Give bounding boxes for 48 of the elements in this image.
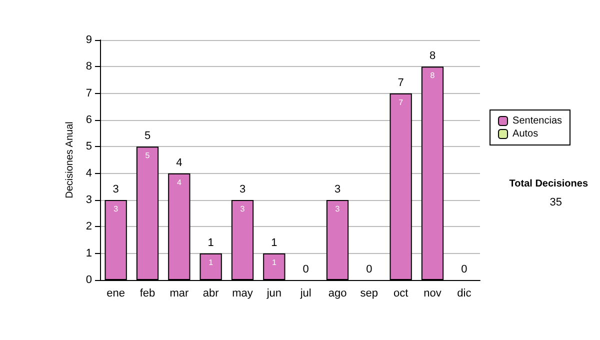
data-label: 3 — [240, 204, 246, 214]
x-tick-label: sep — [360, 288, 378, 300]
x-tick-label: mar — [170, 288, 189, 300]
x-tick-label: abr — [202, 288, 220, 300]
text: Total Decisiones — [509, 178, 588, 190]
y-tick-label: 9 — [86, 34, 92, 46]
y-tick-label: 4 — [86, 167, 92, 180]
y-tick-label: 6 — [86, 114, 92, 126]
y-tick-label: 2 — [86, 220, 92, 233]
y-tick-label: 5 — [86, 140, 92, 153]
x-tick-label: jul — [299, 288, 312, 300]
text: 35 — [550, 196, 562, 208]
data-label: 1 — [208, 258, 214, 267]
x-tick-label: feb — [140, 288, 156, 300]
total-label: 7 — [398, 76, 404, 89]
total-label: 0 — [302, 264, 309, 276]
data-label: 3 — [114, 204, 119, 214]
total-label: 8 — [429, 50, 436, 62]
x-tick-label: dic — [457, 288, 472, 300]
data-label: 3 — [335, 204, 340, 214]
total-label: 4 — [176, 156, 182, 169]
data-label: 4 — [176, 178, 182, 187]
total-label: 5 — [144, 130, 151, 142]
total-label: 3 — [334, 184, 341, 196]
x-tick-label: ago — [328, 288, 347, 300]
y-tick-label: 3 — [86, 194, 92, 206]
y-tick-label: 7 — [86, 87, 92, 100]
total-label: 0 — [366, 264, 372, 276]
data-label: 7 — [398, 98, 404, 107]
x-tick-label: jun — [266, 288, 282, 300]
data-label: 1 — [272, 258, 277, 267]
y-tick-label: 8 — [86, 60, 92, 73]
x-tick-label: ene — [106, 288, 126, 300]
total-label: 1 — [208, 236, 214, 249]
legend-label: Autos — [512, 128, 538, 140]
x-tick-label: oct — [393, 288, 408, 300]
legend-label: Sentencias — [512, 116, 562, 126]
y-axis-title: Decisiones Anual — [64, 122, 76, 198]
x-tick-label: nov — [424, 288, 442, 300]
total-label: 0 — [461, 264, 468, 276]
x-tick-label: may — [232, 288, 254, 300]
y-tick-label: 1 — [86, 247, 92, 260]
y-tick-label: 0 — [86, 274, 92, 286]
total-label: 1 — [271, 236, 278, 249]
data-label: 8 — [430, 71, 436, 80]
total-label: 3 — [239, 184, 246, 196]
data-label: 5 — [145, 151, 150, 160]
total-label: 3 — [112, 184, 119, 196]
